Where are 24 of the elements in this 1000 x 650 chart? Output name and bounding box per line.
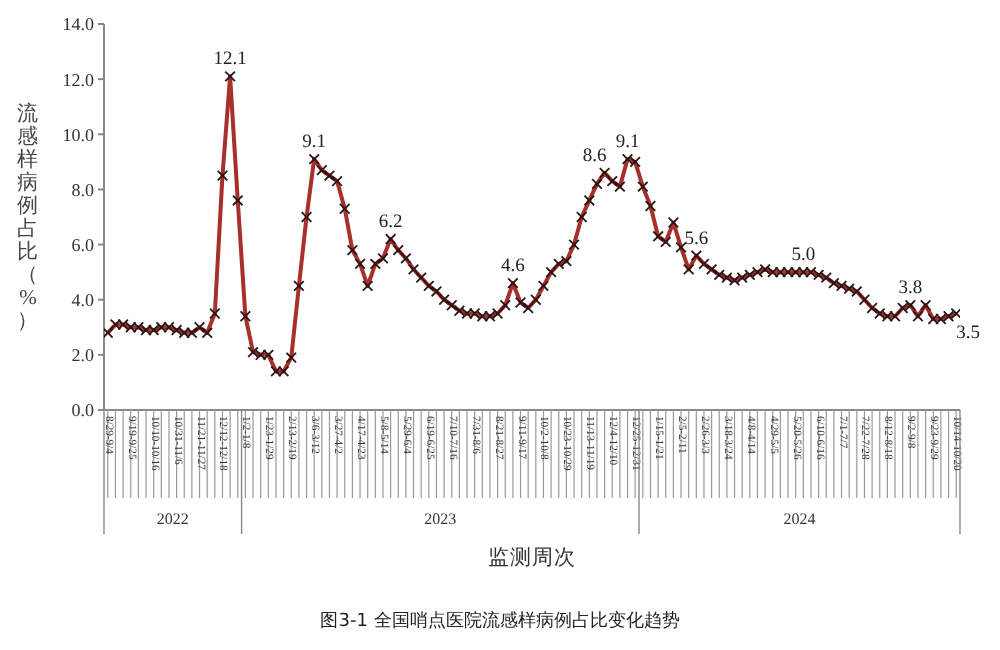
y-tick-label: 8.0 (71, 179, 95, 200)
data-label: 12.1 (213, 50, 248, 71)
data-label: 5.0 (791, 246, 816, 267)
y-tick-label: 12.0 (62, 69, 95, 90)
y-tick-label: 4.0 (71, 290, 95, 311)
text: 2022 (156, 510, 189, 528)
data-label: 3.8 (898, 279, 923, 300)
text: 2024 (783, 510, 816, 528)
y-tick-label: 2.0 (71, 345, 95, 366)
y-tick-label: 14.0 (62, 14, 95, 35)
data-label: 9.1 (302, 133, 327, 154)
y-tick-label: 0.0 (71, 400, 95, 421)
data-label: 3.5 (956, 323, 981, 344)
text: 2023 (424, 510, 457, 528)
y-tick-label: 10.0 (62, 124, 95, 145)
data-label: 4.6 (501, 257, 526, 278)
y-tick-label: 6.0 (71, 234, 95, 255)
text: 流感样病例占比（%） (17, 104, 39, 333)
caption: 图3-1 全国哨点医院流感样病例占比变化趋势 (320, 610, 680, 632)
data-label: 6.2 (378, 213, 403, 234)
data-label: 9.1 (615, 133, 640, 154)
data-label: 8.6 (582, 146, 608, 167)
x-axis-title: 监测周次 (488, 546, 576, 570)
data-label: 5.6 (684, 229, 709, 250)
